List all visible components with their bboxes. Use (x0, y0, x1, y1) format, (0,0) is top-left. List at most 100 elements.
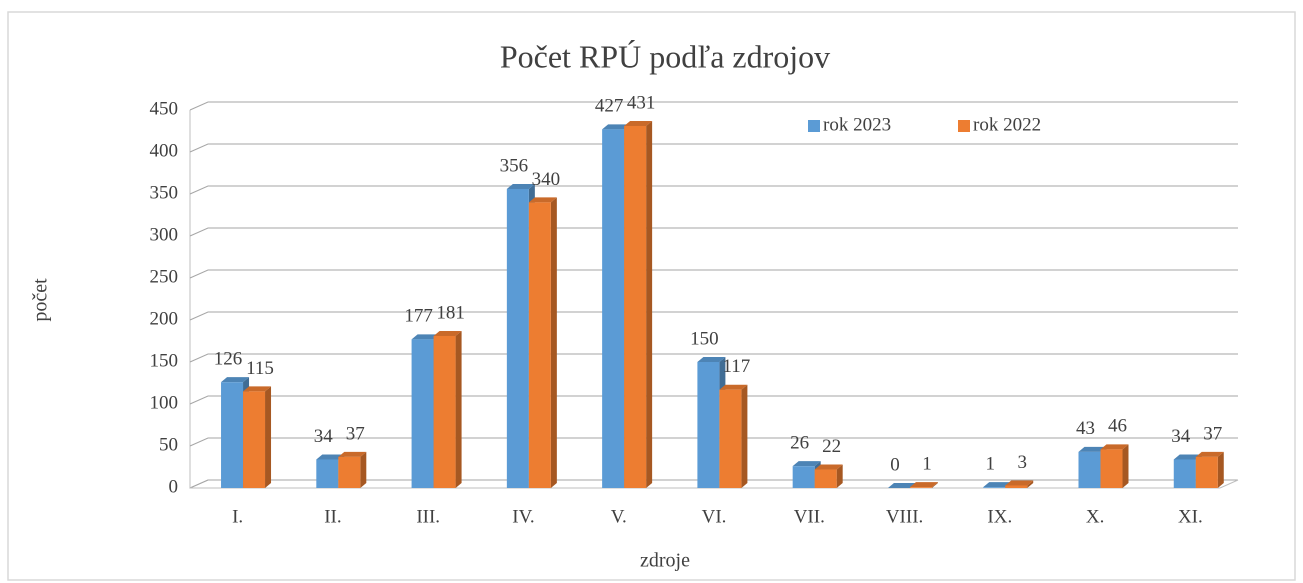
y-tick-label: 350 (150, 182, 179, 203)
bar (602, 129, 625, 488)
bar-top (887, 483, 916, 488)
x-axis-label: zdroje (640, 550, 690, 572)
x-tick-label: VIII. (886, 506, 923, 527)
bar (411, 339, 434, 488)
bar-top (602, 124, 631, 130)
bar (792, 466, 815, 488)
bar (243, 391, 266, 488)
bar-top (411, 334, 440, 340)
bar (719, 389, 742, 488)
bar-top (1100, 444, 1129, 450)
grid-line (189, 353, 1238, 363)
grid-line (189, 143, 1238, 153)
y-tick-label: 150 (150, 350, 179, 371)
value-label: 43 (1076, 418, 1095, 439)
chart-title: Počet RPÚ podľa zdrojov (500, 38, 830, 74)
bar-top (316, 454, 345, 460)
bar-side (1027, 480, 1034, 488)
bar-top (1078, 446, 1107, 452)
value-label: 115 (246, 358, 274, 379)
bar (624, 125, 647, 489)
bar-top (243, 386, 272, 392)
x-tick-label: X. (1086, 506, 1104, 527)
bar-side (550, 197, 557, 488)
value-label: 3 (1017, 452, 1027, 473)
value-label: 126 (214, 349, 243, 370)
legend-swatch (808, 120, 820, 132)
value-label: 37 (1203, 423, 1222, 444)
bar (1078, 451, 1101, 488)
grid-line (189, 479, 1238, 489)
bar-side (836, 464, 843, 488)
value-label: 0 (890, 454, 900, 475)
value-label: 340 (532, 169, 561, 190)
bar-side (455, 330, 462, 488)
value-label: 356 (500, 155, 529, 176)
bar-top (909, 482, 938, 488)
value-label: 1 (922, 454, 932, 475)
value-label: 431 (627, 92, 656, 113)
x-tick-label: I. (232, 506, 243, 527)
bar (1195, 456, 1218, 488)
bar-top (983, 482, 1012, 488)
bar (909, 487, 932, 488)
value-label: 34 (314, 426, 334, 447)
y-axis-label: počet (30, 278, 52, 322)
bar-top (1173, 454, 1202, 460)
bar (814, 469, 837, 488)
grid-line (189, 227, 1238, 237)
value-label: 427 (595, 96, 624, 117)
bar-top (697, 357, 726, 362)
x-tick-label: VII. (794, 506, 825, 527)
bar-top (528, 197, 557, 203)
y-tick-label: 400 (150, 140, 179, 161)
bar-side (646, 120, 653, 489)
x-tick-label: V. (611, 506, 627, 527)
grid-line (189, 437, 1238, 447)
value-label: 181 (436, 302, 465, 323)
y-tick-label: 250 (150, 266, 179, 287)
bar (983, 487, 1006, 488)
value-label: 117 (723, 356, 751, 377)
value-label: 177 (404, 306, 433, 327)
value-label: 34 (1171, 426, 1191, 447)
x-tick-label: III. (416, 506, 440, 527)
bar-top (221, 377, 250, 383)
legend-label: rok 2023 (823, 114, 891, 135)
value-label: 46 (1108, 416, 1127, 437)
bar-top (814, 464, 843, 470)
x-tick-label: XI. (1178, 506, 1203, 527)
value-label: 26 (790, 433, 809, 454)
bar-top (792, 461, 821, 467)
bar (1005, 485, 1028, 488)
x-tick-label: II. (324, 506, 341, 527)
bar-top (1005, 480, 1034, 486)
bar-side (931, 482, 938, 488)
y-tick-label: 50 (159, 434, 178, 455)
bar (316, 459, 339, 488)
x-tick-label: IV. (512, 506, 534, 527)
x-tick-label: IX. (987, 506, 1012, 527)
grid-line (189, 185, 1238, 195)
bar-top (1195, 451, 1224, 457)
legend-swatch (958, 120, 970, 132)
bar (221, 382, 244, 488)
legend-label: rok 2022 (973, 114, 1041, 135)
x-tick-label: VI. (702, 506, 727, 527)
bar-side (741, 384, 748, 488)
bar (506, 188, 529, 488)
x-axis-back (1219, 479, 1239, 489)
value-label: 150 (690, 328, 719, 349)
grid-line (189, 269, 1238, 279)
bar-top (719, 384, 748, 390)
y-tick-label: 450 (150, 98, 179, 119)
value-label: 37 (346, 423, 365, 444)
y-tick-label: 300 (150, 224, 179, 245)
bar (697, 362, 720, 488)
grid-line (189, 101, 1238, 111)
bar-side (1217, 451, 1224, 488)
bar-top (506, 183, 535, 189)
bar (1173, 459, 1196, 488)
value-label: 22 (822, 436, 841, 457)
